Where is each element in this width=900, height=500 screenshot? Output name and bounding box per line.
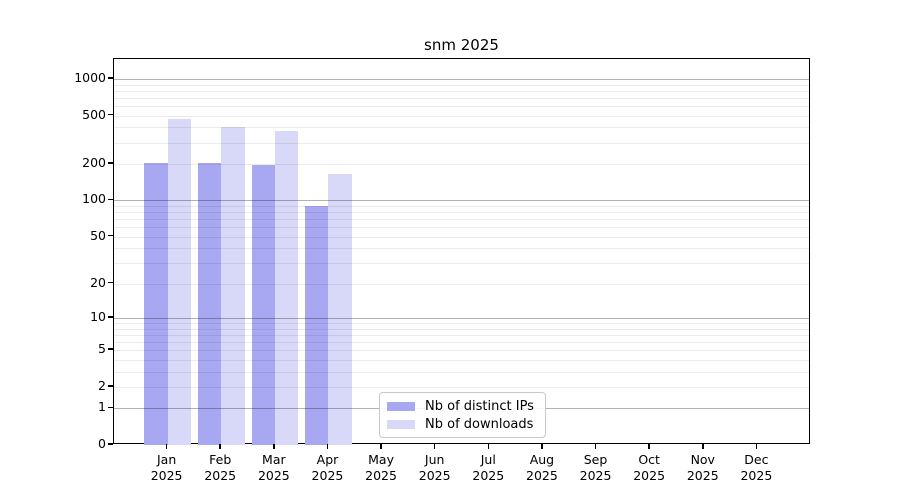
gridline-minor	[114, 97, 809, 99]
legend-item: Nb of downloads	[387, 417, 545, 432]
y-tick-label: 500	[82, 106, 106, 122]
gridline-minor	[114, 127, 809, 129]
bar	[251, 165, 275, 445]
x-tick-mark	[219, 444, 221, 449]
x-tick-label: Feb 2025	[204, 452, 237, 483]
bar	[144, 162, 168, 445]
x-tick-mark	[165, 444, 168, 449]
gridline-major	[114, 317, 809, 319]
legend-item: Nb of distinct IPs	[387, 399, 545, 414]
gridline-minor	[114, 323, 809, 324]
x-tick-mark	[487, 444, 490, 449]
y-tick-label: 50	[90, 227, 106, 243]
bar	[274, 130, 299, 445]
bar	[167, 119, 191, 445]
y-tick-mark	[108, 162, 113, 164]
x-tick-mark	[380, 444, 382, 449]
x-tick-mark	[273, 444, 275, 449]
y-tick-label: 5	[98, 341, 106, 357]
gridline-minor	[114, 263, 809, 265]
x-tick-label: Aug 2025	[526, 452, 558, 483]
gridline-minor	[114, 212, 809, 214]
chart-title: snm 2025	[424, 36, 499, 54]
x-tick-label: Jun 2025	[418, 452, 451, 483]
gridline-minor	[114, 248, 809, 250]
gridline-minor	[114, 341, 809, 343]
x-tick-label: Mar 2025	[257, 452, 290, 483]
y-tick-mark	[108, 198, 113, 201]
gridline-minor	[114, 283, 809, 285]
gridline-minor	[114, 115, 809, 117]
y-tick-label: 10	[90, 308, 106, 324]
y-tick-mark	[108, 234, 113, 237]
gridline-minor	[114, 328, 809, 330]
legend-swatch	[387, 401, 415, 411]
bar	[328, 174, 352, 445]
bar	[221, 126, 245, 445]
gridline-minor	[114, 359, 809, 361]
x-tick-label: Jan 2025	[150, 452, 183, 483]
gridline-minor	[114, 219, 809, 221]
x-tick-label: Oct 2025	[633, 452, 666, 483]
gridline-minor	[114, 90, 809, 92]
y-tick-label: 0	[98, 436, 106, 451]
x-tick-label: Nov 2025	[686, 452, 719, 483]
y-tick-label: 20	[90, 274, 106, 290]
bar	[305, 205, 329, 445]
x-tick-label: Sep 2025	[579, 452, 612, 483]
gridline-major	[114, 200, 809, 202]
gridline-minor	[114, 371, 809, 373]
y-tick-mark	[108, 406, 113, 409]
y-tick-mark	[108, 348, 113, 350]
x-tick-mark	[326, 444, 329, 449]
x-tick-mark	[541, 444, 543, 449]
y-tick-label: 200	[82, 155, 106, 170]
bar	[197, 162, 222, 445]
y-tick-mark	[108, 77, 113, 79]
gridline-minor	[114, 334, 809, 336]
legend-label: Nb of distinct IPs	[425, 398, 534, 414]
y-tick-mark	[108, 443, 113, 445]
gridline-minor	[114, 227, 809, 229]
y-tick-label: 100	[82, 191, 106, 207]
legend-label: Nb of downloads	[425, 416, 534, 432]
plot-area	[113, 58, 810, 445]
x-tick-label: Dec 2025	[740, 452, 773, 483]
x-tick-label: Apr 2025	[311, 452, 344, 483]
x-tick-mark	[594, 444, 597, 449]
y-tick-mark	[108, 385, 113, 387]
gridline-minor	[114, 105, 809, 107]
gridline-major	[114, 78, 809, 80]
y-tick-label: 1	[98, 399, 106, 415]
gridline-minor	[114, 350, 809, 352]
gridline-minor	[114, 236, 809, 238]
x-tick-mark	[702, 444, 704, 449]
y-tick-label: 1000	[74, 69, 106, 85]
gridline-minor	[114, 164, 809, 165]
y-tick-label: 2	[98, 377, 106, 393]
x-tick-mark	[648, 444, 650, 449]
x-tick-label: May 2025	[365, 452, 397, 483]
gridline-minor	[114, 84, 809, 86]
legend: Nb of distinct IPs Nb of downloads	[379, 392, 546, 438]
legend-swatch	[387, 419, 415, 429]
x-tick-mark	[755, 444, 758, 449]
x-tick-mark	[433, 444, 436, 449]
gridline-minor	[114, 386, 809, 388]
y-tick-mark	[108, 281, 113, 284]
gridline-minor	[114, 205, 809, 207]
gridline-minor	[114, 142, 809, 144]
y-tick-mark	[108, 113, 113, 116]
x-tick-label: Jul 2025	[472, 452, 505, 483]
y-tick-mark	[108, 316, 113, 318]
